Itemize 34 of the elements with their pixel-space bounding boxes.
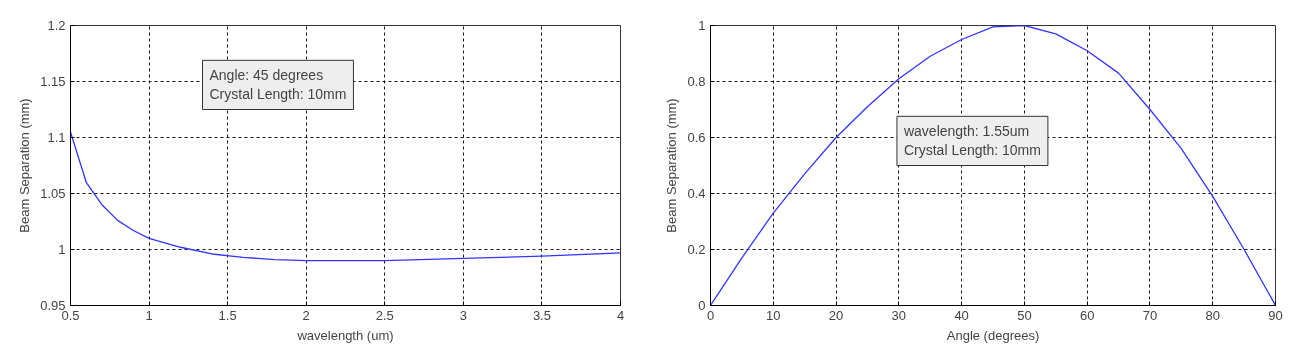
x-tick-label: 10 [766,307,781,323]
x-tick-label: 1 [145,307,153,323]
y-axis-title: Beam Separation (mm) [17,98,33,233]
x-tick-label: 80 [1205,307,1220,323]
x-tick-label: 70 [1142,307,1158,323]
x-tick-label: 30 [891,307,907,323]
y-tick-label: 1 [58,242,66,257]
y-tick-label: 0.4 [687,186,706,201]
x-tick-label: 4 [616,307,625,323]
x-tick-label: 1.5 [218,307,237,323]
x-tick-label: 2.5 [375,307,394,323]
y-axis-title: Beam Separation (mm) [664,98,680,233]
y-tick-label: 1 [698,18,706,33]
x-tick-label: 2 [302,307,310,323]
x-tick-label: 60 [1079,307,1095,323]
x-axis-title: Angle (degrees) [946,327,1040,343]
line-series [70,131,621,262]
annotation: Angle: 45 degrees Crystal Length: 10mm [209,67,347,103]
y-tick-label: 1.05 [40,186,66,201]
y-tick-label: 1.2 [47,18,66,33]
y-tick-label: 1.1 [47,130,66,145]
annotation: wavelength: 1.55um Crystal Length: 10mm [902,123,1041,159]
x-tick-label: 3 [459,307,467,323]
y-tick-label: 0.6 [687,130,706,145]
x-tick-label: 50 [1017,307,1032,323]
line-series [710,25,1276,306]
x-axis-title: wavelength (um) [296,327,394,343]
y-tick-label: 1.15 [40,74,66,89]
x-tick-label: 40 [954,307,969,323]
x-tick-label: 90 [1268,307,1283,323]
x-tick-label: 3.5 [532,307,551,323]
x-tick-label: 20 [828,307,844,323]
y-tick-label: 0.8 [687,74,706,89]
y-tick-label: 0.2 [687,242,706,257]
